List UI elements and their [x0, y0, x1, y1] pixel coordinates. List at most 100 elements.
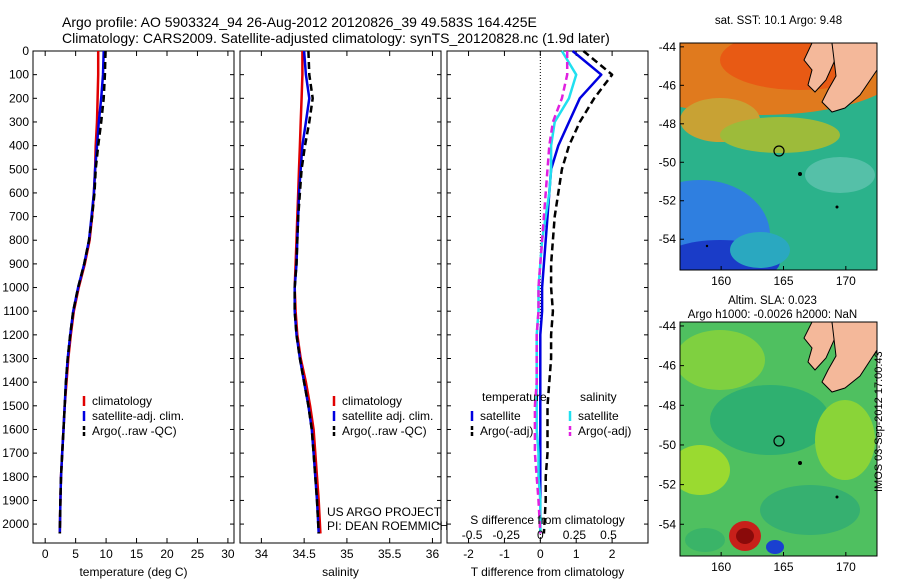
x-tick-label: 0	[537, 547, 544, 561]
s-diff-tick-label: -0.5	[462, 528, 483, 542]
legend-group-title: salinity	[580, 390, 617, 404]
map-y-tick-label: -54	[659, 232, 677, 246]
x-tick-label: -1	[499, 547, 510, 561]
y-tick-label: 400	[9, 139, 29, 153]
map-title: Argo h1000: -0.0026 h2000: NaN	[688, 309, 857, 321]
panel-frame	[239, 50, 442, 544]
legend-label: Argo(-adj)	[480, 424, 533, 438]
panel-annotation: PI: DEAN ROEMMICH	[327, 519, 448, 533]
y-tick-label: 1500	[2, 399, 29, 413]
title-line-1: Argo profile: AO 5903324_94 26-Aug-2012 …	[62, 14, 537, 30]
x-tick-label: 1	[573, 547, 580, 561]
y-tick-label: 300	[9, 115, 29, 129]
legend-label: Argo(..raw -QC)	[342, 424, 427, 438]
sla-map-frame	[679, 321, 878, 557]
x-tick-label: 25	[191, 547, 205, 561]
map-axes-2: 160 165 170 -44 -46 -48 -50 -52 -54 Altim. SLA: 0…	[659, 295, 858, 574]
sst-argo-marker	[773, 145, 785, 157]
x-axis-label: salinity	[322, 565, 359, 579]
y-tick-label: 2000	[2, 517, 29, 531]
x-axis-label: T difference from climatology	[471, 565, 625, 579]
x-tick-label: 10	[99, 547, 113, 561]
map-title: sat. SST: 10.1 Argo: 9.48	[715, 15, 842, 27]
y-tick-label: 700	[9, 210, 29, 224]
y-tick-label: 1800	[2, 470, 29, 484]
map-y-tick-label: -50	[659, 438, 677, 452]
x-tick-label: -2	[463, 547, 474, 561]
x-tick-label: 20	[160, 547, 174, 561]
legend-label: satellite	[480, 409, 521, 423]
x-tick-label: 2	[609, 547, 616, 561]
map-y-tick-label: -48	[659, 398, 677, 412]
legend-group-title: temperature	[482, 390, 547, 404]
s-diff-axis-label: S difference from climatology	[470, 513, 625, 527]
map-y-tick-label: -54	[659, 517, 677, 531]
map-y-tick-label: -52	[659, 478, 677, 492]
map-x-tick-label: 165	[773, 560, 793, 574]
panel-frame	[32, 50, 235, 544]
sla-map-panel	[679, 321, 878, 557]
y-tick-label: 1000	[2, 281, 29, 295]
x-tick-label: 30	[221, 547, 235, 561]
y-tick-label: 0	[22, 44, 29, 58]
y-tick-label: 200	[9, 91, 29, 105]
series-line	[542, 50, 614, 534]
map-y-tick-label: -44	[659, 40, 677, 54]
map-axes-1: 160 165 170 -44 -46 -48 -50 -52 -54 sat. SST: 10.…	[659, 15, 857, 288]
y-tick-label: 800	[9, 233, 29, 247]
legend-label: climatology	[92, 394, 152, 408]
s-diff-tick-label: -0.25	[493, 528, 521, 542]
y-tick-label: 100	[9, 68, 29, 82]
series-line	[533, 51, 569, 534]
s-diff-tick-label: 0	[537, 528, 544, 542]
legend-label: climatology	[342, 394, 402, 408]
y-tick-label: 1600	[2, 422, 29, 436]
series-line	[58, 50, 107, 534]
y-tick-label: 600	[9, 186, 29, 200]
title-line-2: Climatology: CARS2009. Satellite-adjuste…	[62, 30, 610, 46]
timestamp-stamp: IMOS 03-Sep-2012 17:00:43	[873, 351, 885, 492]
legend-label: satellite-adj. clim.	[92, 409, 184, 423]
profile-panel-1: 0 5 10 15 20 25 300100200300400500600700800900…	[2, 44, 235, 579]
y-tick-label: 500	[9, 162, 29, 176]
panel-frame	[446, 50, 649, 544]
y-tick-label: 1700	[2, 446, 29, 460]
map-y-tick-label: -46	[659, 359, 677, 373]
x-tick-label: 35	[340, 547, 354, 561]
map-x-tick-label: 165	[773, 274, 793, 288]
map-y-tick-label: -48	[659, 117, 677, 131]
x-tick-label: 36	[426, 547, 440, 561]
map-y-tick-label: -52	[659, 194, 677, 208]
series-line	[293, 50, 320, 534]
x-axis-label: temperature (deg C)	[79, 565, 187, 579]
legend-label: Argo(..raw -QC)	[92, 424, 177, 438]
sla-argo-marker	[773, 435, 785, 447]
map-x-tick-label: 170	[836, 274, 856, 288]
profile-panel-3: -2 -1 0 1 2 T difference from climatology S di…	[446, 50, 649, 579]
map-title: Altim. SLA: 0.023	[728, 295, 817, 307]
s-diff-tick-label: 0.5	[600, 528, 617, 542]
map-x-tick-label: 160	[711, 560, 731, 574]
map-x-tick-label: 170	[836, 560, 856, 574]
x-tick-label: 0	[42, 547, 49, 561]
sst-map-panel	[679, 42, 878, 271]
map-y-tick-label: -50	[659, 155, 677, 169]
legend-label: satellite	[578, 409, 619, 423]
y-tick-label: 1900	[2, 493, 29, 507]
series-line	[539, 50, 603, 534]
map-y-tick-label: -46	[659, 78, 677, 92]
y-tick-label: 900	[9, 257, 29, 271]
x-tick-label: 5	[72, 547, 79, 561]
legend-label: satellite adj. clim.	[342, 409, 433, 423]
profile-panel-2: 34 34.5 35 35.5 36 salinity US ARGO PROJECTPI:…	[239, 50, 448, 579]
s-diff-tick-label: 0.25	[563, 528, 587, 542]
legend-label: Argo(-adj)	[578, 424, 631, 438]
sst-map-frame	[679, 42, 878, 271]
x-tick-label: 34.5	[292, 547, 316, 561]
x-tick-label: 35.5	[378, 547, 402, 561]
generated-chart-layer: 0 5 10 15 20 25 300100200300400500600700800900…	[2, 15, 857, 579]
y-tick-label: 1400	[2, 375, 29, 389]
map-y-tick-label: -44	[659, 319, 677, 333]
y-tick-label: 1200	[2, 328, 29, 342]
